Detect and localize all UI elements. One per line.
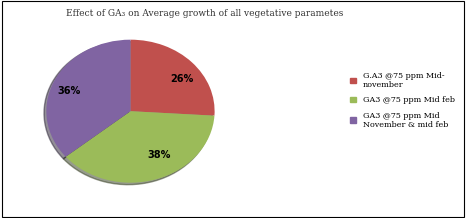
- Text: Effect of GA₃ on Average growth of all vegetative parametes: Effect of GA₃ on Average growth of all v…: [66, 9, 344, 18]
- Text: 36%: 36%: [58, 86, 81, 96]
- Wedge shape: [130, 40, 215, 116]
- Wedge shape: [46, 40, 130, 157]
- Text: 38%: 38%: [147, 150, 171, 160]
- Text: 26%: 26%: [171, 74, 193, 84]
- Wedge shape: [66, 111, 214, 183]
- Legend: G.A3 @75 ppm Mid-
november, GA3 @75 ppm Mid feb, GA3 @75 ppm Mid
November & mid : G.A3 @75 ppm Mid- november, GA3 @75 ppm …: [348, 69, 457, 131]
